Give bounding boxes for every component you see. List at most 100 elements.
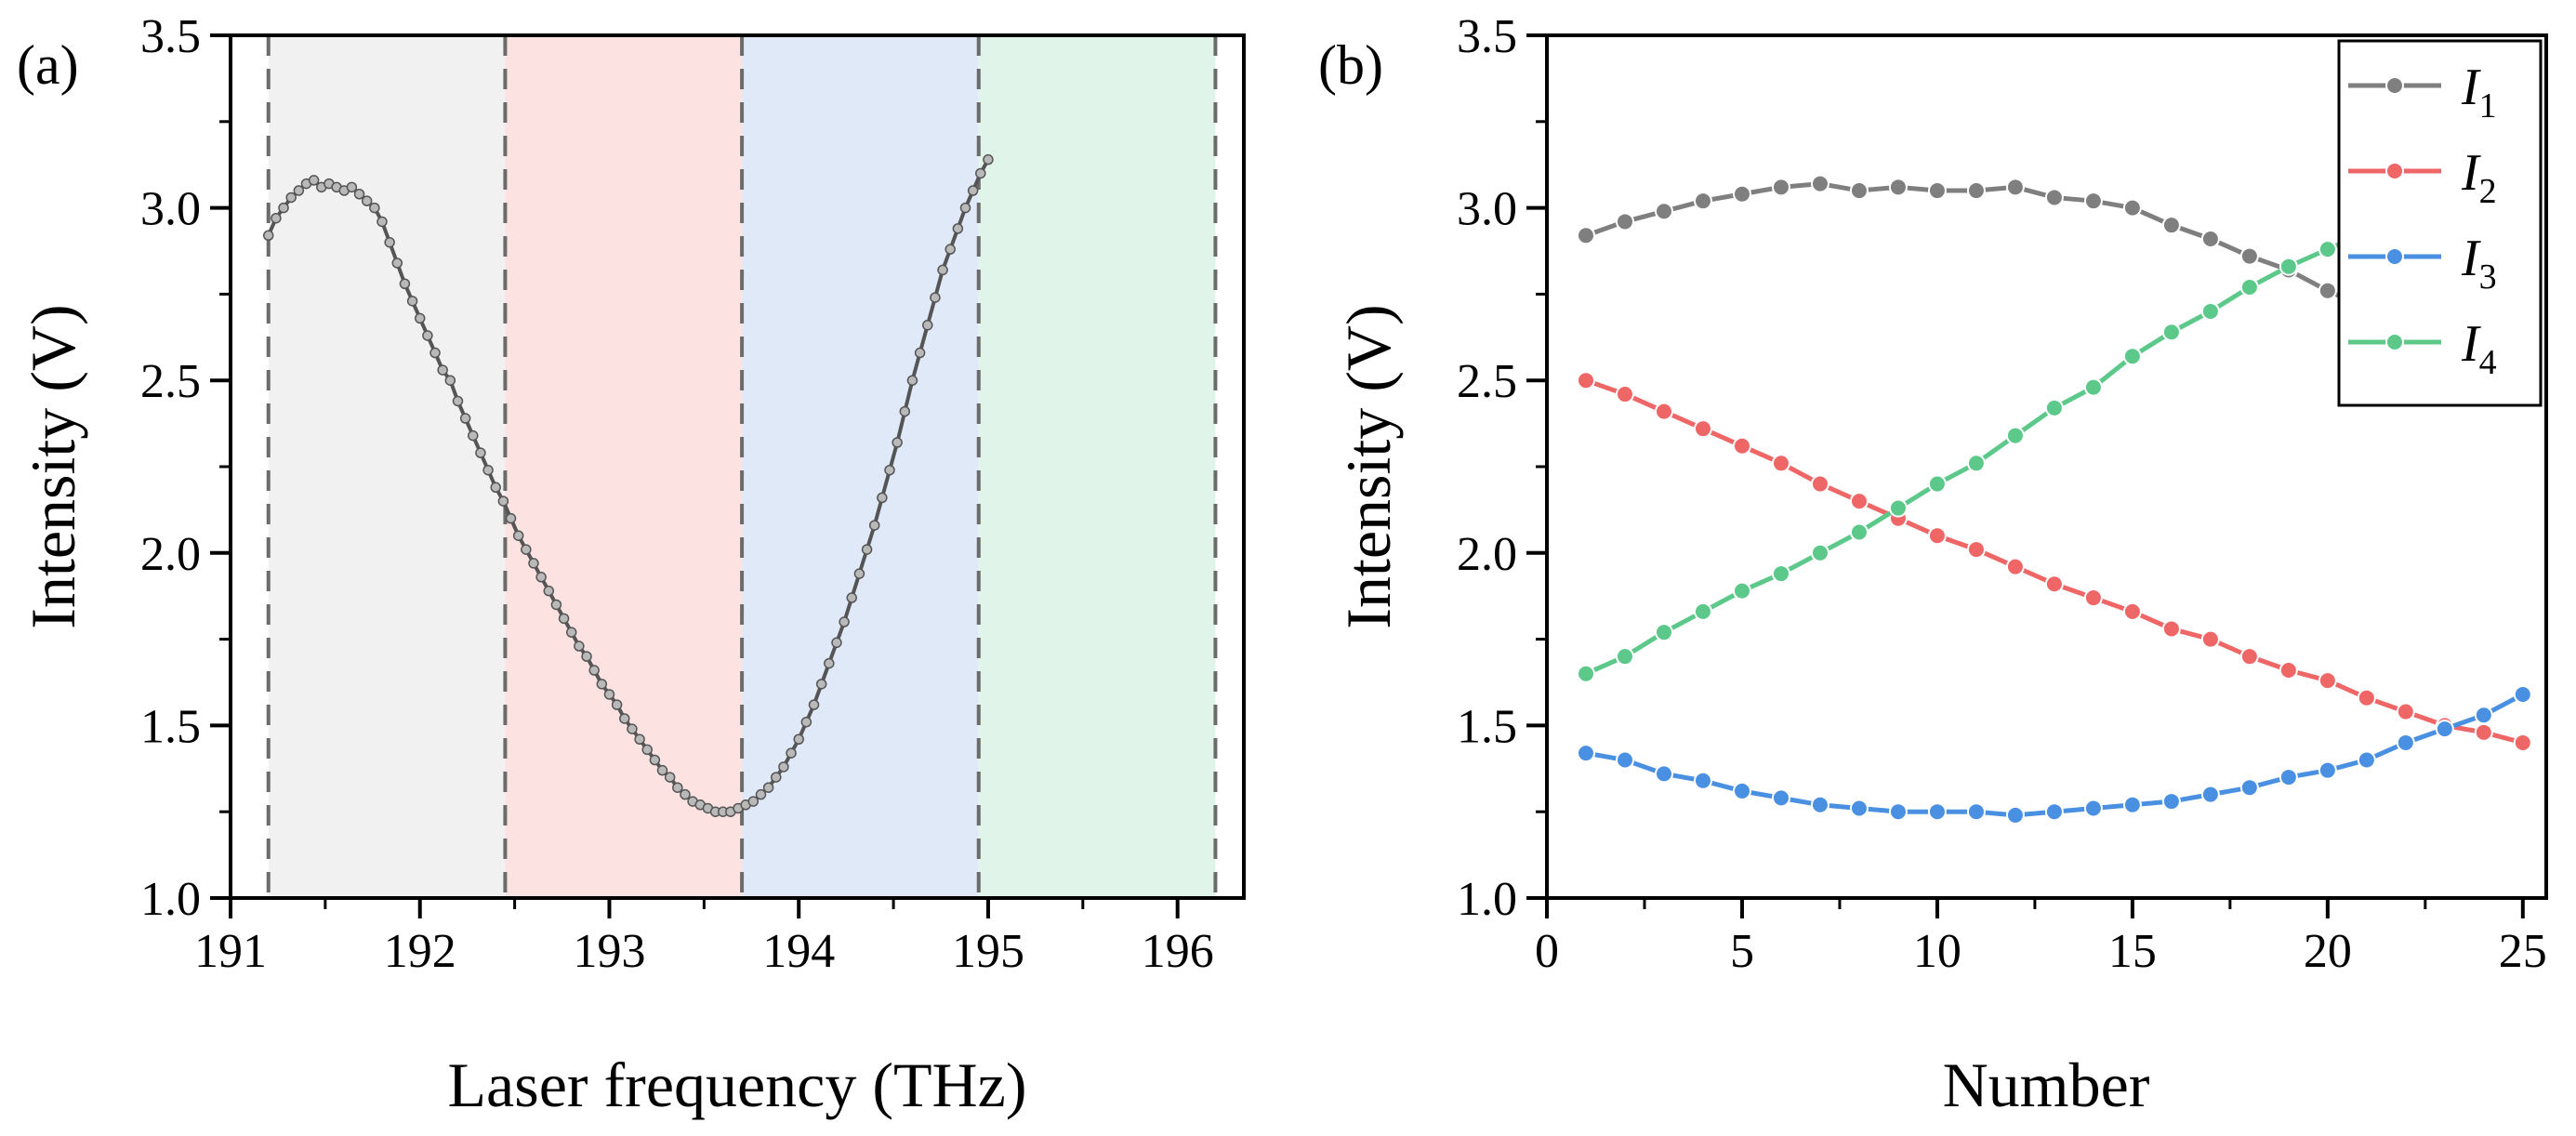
data-point-1 [1771, 178, 1790, 197]
data-point-3 [2005, 805, 2025, 825]
data-point-3 [2474, 706, 2493, 725]
x-tick-label: 10 [1913, 925, 1962, 978]
data-point [771, 772, 782, 783]
data-point [490, 482, 501, 494]
data-point-3 [1693, 771, 1712, 790]
panel-label-a: (a) [17, 34, 79, 96]
data-point [937, 264, 948, 276]
legend-marker-4 [2385, 333, 2404, 351]
x-tick-label: 15 [2108, 925, 2157, 978]
data-point [793, 733, 804, 745]
data-point [376, 216, 388, 228]
y-tick-label: 2.0 [140, 528, 201, 581]
data-point-2 [1810, 474, 1830, 494]
data-point-1 [2122, 198, 2142, 218]
data-point-2 [1849, 492, 1869, 511]
data-point [641, 744, 653, 756]
data-point [680, 788, 691, 800]
y-ticks-b: 1.0 1.5 2.0 2.5 3.0 3.5 [1457, 10, 1547, 926]
data-point-3 [1771, 788, 1790, 808]
data-point [967, 185, 979, 196]
data-point [800, 716, 812, 728]
data-point-3 [2357, 750, 2376, 770]
data-point-2 [2474, 722, 2493, 742]
data-point-1 [1849, 181, 1869, 201]
legend-subscript: 2 [2479, 172, 2497, 211]
data-point [505, 512, 517, 524]
panel-label-b: (b) [1318, 34, 1383, 96]
data-point [975, 167, 986, 179]
legend-subscript: 1 [2479, 86, 2497, 125]
data-point [293, 185, 305, 196]
data-point-1 [1927, 181, 1947, 201]
data-point [808, 699, 820, 710]
data-point [384, 236, 395, 248]
data-point [422, 330, 433, 341]
x-tick-label: 5 [1730, 925, 1754, 978]
data-point [778, 761, 789, 773]
x-tick-label: 20 [2304, 925, 2352, 978]
data-point [521, 544, 532, 555]
data-point [452, 395, 464, 407]
data-point [482, 464, 494, 476]
x-tick-label: 0 [1535, 925, 1559, 978]
data-point-2 [1732, 436, 1751, 456]
data-point [899, 405, 911, 417]
data-point-4 [2200, 301, 2220, 321]
data-point [581, 651, 592, 662]
data-point [285, 192, 297, 204]
data-point-3 [2318, 760, 2337, 780]
y-tick-label: 2.5 [140, 355, 201, 408]
data-point-1 [1654, 202, 1673, 221]
data-point-4 [1849, 522, 1869, 542]
data-point [747, 796, 760, 807]
y-axis-title-b: Intensity (V) [1333, 304, 1404, 628]
data-point-1 [1615, 212, 1634, 231]
x-tick-label: 193 [573, 925, 645, 978]
data-point [262, 230, 274, 242]
data-point-1 [1693, 192, 1712, 211]
data-point [271, 212, 282, 224]
data-point-1 [2161, 216, 2181, 235]
y-tick-label: 1.0 [1457, 873, 1517, 926]
data-point [884, 464, 895, 476]
data-point-1 [2318, 281, 2337, 300]
data-point [596, 679, 608, 690]
data-point [444, 375, 456, 386]
data-point-3 [2513, 684, 2532, 704]
shaded-band [978, 35, 1216, 898]
data-point [983, 153, 994, 165]
panel-a: 191 192 193 194 195 196 1.0 1.5 2.0 2.5 3.0 3.5 La… [17, 10, 1246, 1120]
data-point-2 [2239, 647, 2259, 667]
data-point-2 [2044, 575, 2064, 594]
y-tick-label: 2.0 [1457, 528, 1517, 581]
x-tick-label: 194 [762, 925, 835, 978]
series-group [262, 153, 994, 817]
data-point-2 [1615, 385, 1634, 404]
y-tick-label: 2.5 [1457, 355, 1517, 408]
data-point [391, 258, 403, 269]
data-point-1 [2239, 246, 2259, 266]
data-point-1 [1576, 226, 1595, 245]
data-point-1 [1966, 181, 1986, 201]
data-point [868, 520, 880, 531]
data-point-3 [2044, 802, 2064, 822]
data-point-2 [2513, 733, 2532, 752]
legend-symbol: I [2461, 59, 2481, 116]
y-tick-label: 1.5 [140, 700, 201, 753]
data-point-4 [2239, 277, 2259, 297]
data-point [892, 437, 903, 448]
data-point-3 [1732, 781, 1751, 800]
data-point [535, 572, 547, 583]
data-point [603, 689, 615, 700]
legend-label-3: I3 [2461, 230, 2497, 297]
shaded-band [268, 35, 506, 898]
y-tick-label: 1.5 [1457, 700, 1517, 753]
bands-group [268, 35, 1216, 898]
data-point-4 [1693, 601, 1712, 621]
series-line-3 [1585, 692, 2524, 818]
data-point-2 [2161, 619, 2181, 639]
data-point [672, 782, 683, 793]
data-point [755, 788, 767, 800]
